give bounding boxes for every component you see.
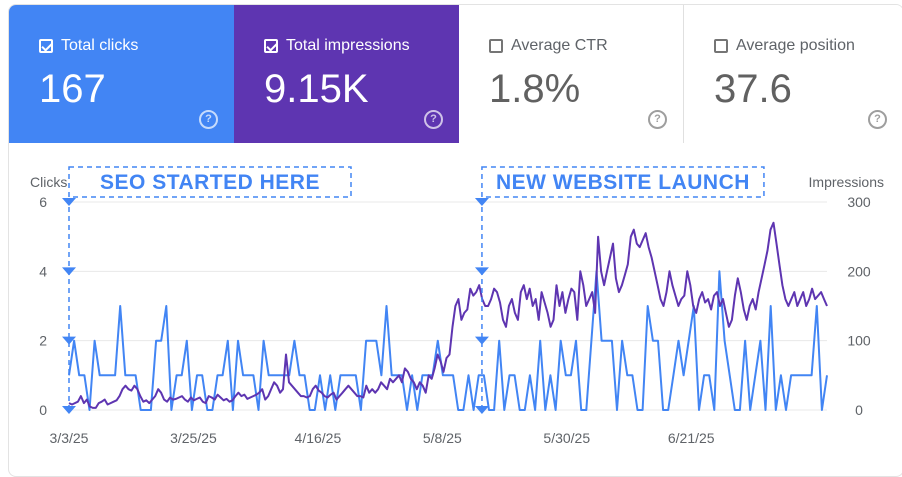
metric-label: Average CTR bbox=[511, 37, 608, 54]
annotation-marker-triangle bbox=[474, 406, 489, 414]
annotation-box bbox=[68, 166, 352, 198]
metric-value: 37.6 bbox=[714, 67, 792, 111]
metric-value: 167 bbox=[39, 67, 106, 111]
annotation: NEW WEBSITE LAUNCH bbox=[474, 166, 765, 414]
left-tick-label: 6 bbox=[39, 194, 47, 210]
annotation-marker-triangle bbox=[62, 198, 76, 206]
help-icon[interactable]: ? bbox=[648, 110, 667, 129]
right-tick-label: 100 bbox=[847, 333, 871, 349]
help-icon[interactable]: ? bbox=[424, 110, 443, 129]
metric-label: Average position bbox=[736, 37, 855, 54]
metric-total-clicks-header: Total clicks bbox=[39, 37, 138, 55]
right-axis-label: Impressions bbox=[809, 174, 884, 190]
performance-card: Total clicks 167 ? Total impressions 9.1… bbox=[8, 4, 902, 477]
annotation-marker-triangle bbox=[62, 267, 76, 276]
annotation-marker-triangle bbox=[62, 336, 76, 345]
left-axis-label: Clicks bbox=[30, 174, 67, 190]
right-tick-label: 200 bbox=[847, 263, 871, 279]
metric-value: 9.15K bbox=[264, 67, 369, 111]
left-tick-label: 4 bbox=[39, 263, 47, 279]
annotation-marker-triangle bbox=[62, 406, 76, 414]
metric-average-ctr[interactable]: Average CTR 1.8% ? bbox=[459, 5, 684, 143]
annotation-label: SEO STARTED HERE bbox=[100, 171, 320, 194]
metric-label: Total impressions bbox=[286, 37, 410, 54]
right-tick-label: 300 bbox=[847, 194, 871, 210]
metric-total-impressions[interactable]: Total impressions 9.15K ? bbox=[234, 5, 459, 143]
annotation-box bbox=[481, 166, 765, 198]
checkbox-checked-icon[interactable] bbox=[39, 39, 53, 53]
annotation-marker-triangle bbox=[474, 267, 489, 276]
checkbox-unchecked-icon[interactable] bbox=[714, 39, 728, 53]
help-icon[interactable]: ? bbox=[868, 110, 887, 129]
chart-axes: 0 2 4 6 0 100 200 300 Clicks Impressions 3/3/25 3/2… bbox=[30, 174, 884, 446]
annotation: SEO STARTED HERE bbox=[62, 166, 352, 414]
chart-svg: 0 2 4 6 0 100 200 300 Clicks Impressions 3/3/25 3/2… bbox=[30, 166, 884, 446]
x-tick-label: 5/30/25 bbox=[543, 430, 590, 446]
checkbox-unchecked-icon[interactable] bbox=[489, 39, 503, 53]
left-tick-label: 0 bbox=[39, 402, 47, 418]
annotation-marker-triangle bbox=[474, 198, 489, 206]
x-tick-label: 3/3/25 bbox=[50, 430, 89, 446]
annotation-marker-triangle bbox=[474, 336, 489, 345]
metric-total-impressions-header: Total impressions bbox=[264, 37, 410, 55]
metric-value: 1.8% bbox=[489, 67, 581, 111]
x-tick-label: 6/21/25 bbox=[668, 430, 715, 446]
metric-average-ctr-header: Average CTR bbox=[489, 37, 608, 55]
metric-total-clicks[interactable]: Total clicks 167 ? bbox=[9, 5, 234, 143]
metric-tabs: Total clicks 167 ? Total impressions 9.1… bbox=[9, 5, 902, 143]
x-tick-label: 5/8/25 bbox=[423, 430, 462, 446]
right-tick-label: 0 bbox=[855, 402, 863, 418]
metric-label: Total clicks bbox=[61, 37, 139, 54]
metric-average-position[interactable]: Average position 37.6 ? bbox=[684, 5, 902, 143]
performance-chart: 0 2 4 6 0 100 200 300 Clicks Impressions 3/3/25 3/2… bbox=[9, 143, 902, 476]
chart-annotations: SEO STARTED HERE NEW WEBSITE LAUNCH bbox=[62, 166, 765, 414]
checkbox-checked-icon[interactable] bbox=[264, 39, 278, 53]
chart-lines bbox=[68, 221, 828, 411]
chart-grid bbox=[69, 201, 827, 411]
left-tick-label: 2 bbox=[39, 333, 47, 349]
series-line-clicks bbox=[68, 270, 828, 411]
metric-average-position-header: Average position bbox=[714, 37, 855, 55]
x-tick-label: 3/25/25 bbox=[170, 430, 217, 446]
series-line-impressions bbox=[68, 221, 828, 409]
annotation-label: NEW WEBSITE LAUNCH bbox=[496, 171, 750, 194]
x-tick-label: 4/16/25 bbox=[295, 430, 342, 446]
help-icon[interactable]: ? bbox=[199, 110, 218, 129]
